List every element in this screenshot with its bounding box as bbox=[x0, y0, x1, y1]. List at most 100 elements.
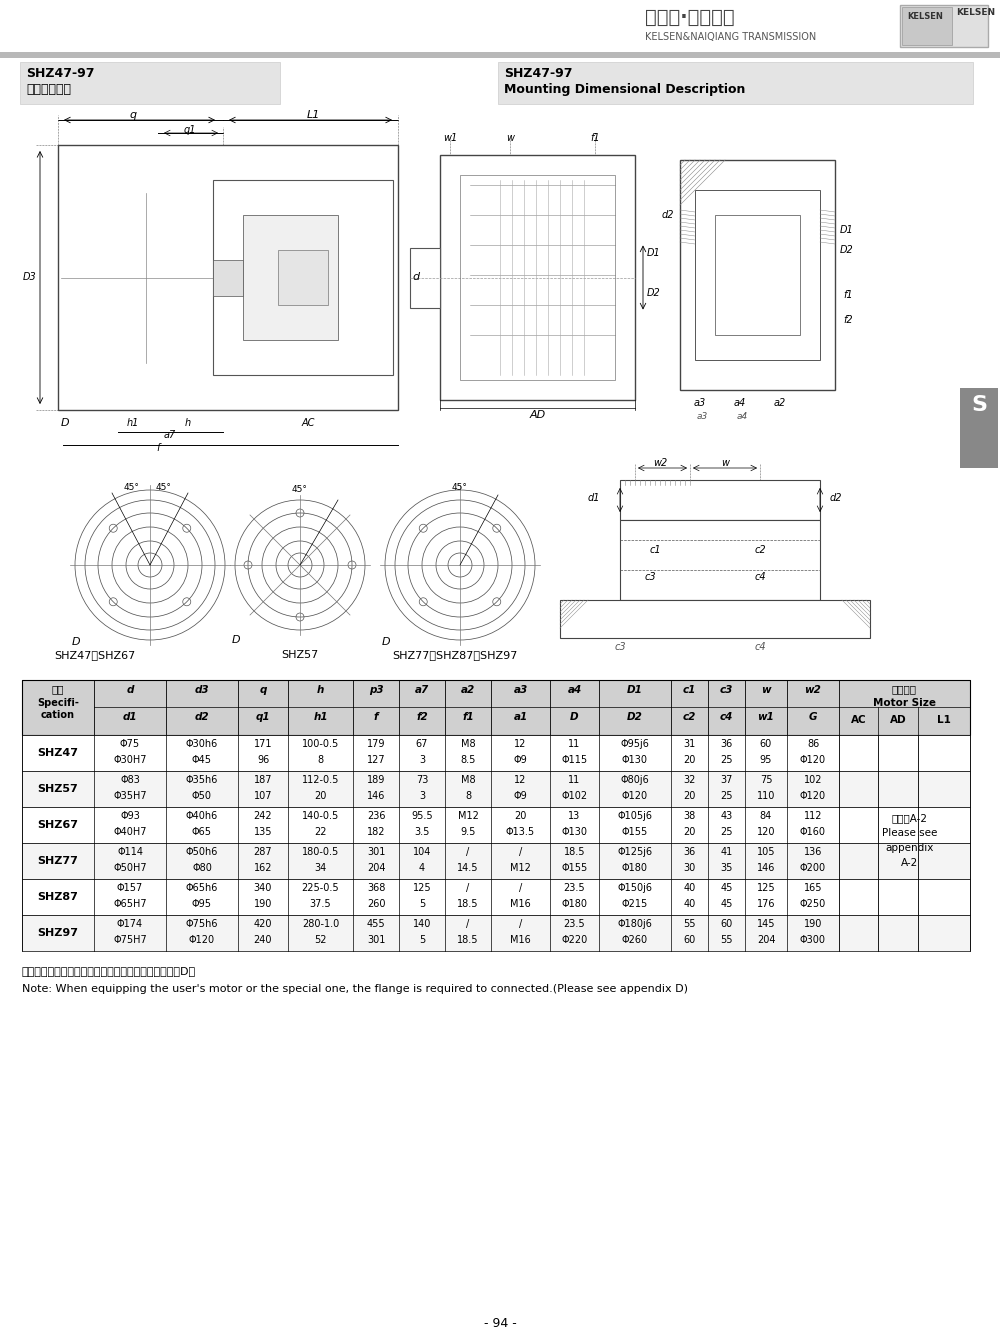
Text: 67: 67 bbox=[416, 739, 428, 749]
Text: 340: 340 bbox=[254, 883, 272, 892]
Bar bbox=[410, 247, 440, 307]
Text: a7: a7 bbox=[415, 684, 429, 695]
Text: a2: a2 bbox=[461, 684, 475, 695]
Text: Φ95: Φ95 bbox=[192, 899, 212, 909]
Bar bbox=[695, 191, 820, 360]
Bar bbox=[620, 480, 820, 519]
Text: 84: 84 bbox=[760, 811, 772, 821]
Text: 95: 95 bbox=[760, 756, 772, 765]
Text: w: w bbox=[761, 684, 771, 695]
Text: Φ75H7: Φ75H7 bbox=[113, 935, 147, 945]
Bar bbox=[58, 145, 398, 411]
Text: f2: f2 bbox=[843, 315, 853, 325]
Text: a3: a3 bbox=[696, 412, 708, 421]
Text: D1: D1 bbox=[627, 684, 643, 695]
Text: d3: d3 bbox=[195, 684, 209, 695]
Text: SHZ77、SHZ87、SHZ97: SHZ77、SHZ87、SHZ97 bbox=[392, 650, 518, 660]
Text: SHZ47-97: SHZ47-97 bbox=[26, 67, 94, 81]
Text: Φ95j6: Φ95j6 bbox=[621, 739, 649, 749]
Text: 120: 120 bbox=[757, 827, 775, 837]
Text: 165: 165 bbox=[804, 883, 822, 892]
Text: 140: 140 bbox=[413, 919, 431, 929]
Text: 40: 40 bbox=[683, 899, 696, 909]
Text: 204: 204 bbox=[757, 935, 775, 945]
Text: M16: M16 bbox=[510, 935, 531, 945]
Text: Φ9: Φ9 bbox=[514, 790, 527, 801]
Text: 182: 182 bbox=[367, 827, 385, 837]
Text: 36: 36 bbox=[683, 847, 696, 858]
Text: d2: d2 bbox=[195, 713, 209, 722]
Text: 23.5: 23.5 bbox=[564, 883, 585, 892]
Text: Φ114: Φ114 bbox=[117, 847, 143, 858]
Text: Φ102: Φ102 bbox=[561, 790, 588, 801]
Text: 11: 11 bbox=[568, 774, 581, 785]
Text: S: S bbox=[971, 395, 987, 415]
Text: Please see: Please see bbox=[882, 828, 937, 837]
Text: 34: 34 bbox=[314, 863, 327, 874]
Text: 190: 190 bbox=[804, 919, 822, 929]
Text: c2: c2 bbox=[683, 713, 696, 722]
Text: 146: 146 bbox=[757, 863, 775, 874]
Bar bbox=[460, 174, 615, 380]
Text: 45°: 45° bbox=[292, 484, 308, 494]
Text: 301: 301 bbox=[367, 847, 385, 858]
Bar bbox=[243, 215, 338, 340]
Text: 36: 36 bbox=[720, 739, 733, 749]
Text: 4: 4 bbox=[419, 863, 425, 874]
Text: 8.5: 8.5 bbox=[460, 756, 476, 765]
Text: 20: 20 bbox=[514, 811, 527, 821]
Text: 187: 187 bbox=[254, 774, 272, 785]
Text: a3: a3 bbox=[694, 399, 706, 408]
Text: 45: 45 bbox=[720, 899, 733, 909]
Text: M8: M8 bbox=[461, 739, 475, 749]
Bar bbox=[22, 879, 970, 915]
Text: D1: D1 bbox=[840, 225, 854, 235]
Text: c4: c4 bbox=[754, 641, 766, 652]
Text: Φ125j6: Φ125j6 bbox=[617, 847, 653, 858]
Text: w1: w1 bbox=[758, 713, 774, 722]
Text: c2: c2 bbox=[754, 545, 766, 556]
Text: q: q bbox=[259, 684, 267, 695]
Text: D: D bbox=[72, 637, 81, 647]
Text: M8: M8 bbox=[461, 774, 475, 785]
Text: a4: a4 bbox=[734, 399, 746, 408]
Text: 107: 107 bbox=[254, 790, 272, 801]
Text: AD: AD bbox=[529, 411, 546, 420]
Text: L1: L1 bbox=[937, 715, 951, 725]
Text: 176: 176 bbox=[757, 899, 775, 909]
Text: 455: 455 bbox=[367, 919, 385, 929]
Text: D: D bbox=[570, 713, 579, 722]
Text: f: f bbox=[374, 713, 378, 722]
Text: 242: 242 bbox=[254, 811, 272, 821]
Text: 41: 41 bbox=[720, 847, 733, 858]
Text: 12: 12 bbox=[514, 774, 527, 785]
Text: Φ120: Φ120 bbox=[189, 935, 215, 945]
Text: 8: 8 bbox=[465, 790, 471, 801]
Text: 40: 40 bbox=[683, 883, 696, 892]
Bar bbox=[440, 154, 635, 400]
Text: Φ174: Φ174 bbox=[117, 919, 143, 929]
Text: Note: When equipping the user's motor or the special one, the flange is required: Note: When equipping the user's motor or… bbox=[22, 984, 688, 994]
Bar bbox=[22, 772, 970, 807]
Text: 25: 25 bbox=[720, 756, 733, 765]
Text: 60: 60 bbox=[683, 935, 696, 945]
Text: 9.5: 9.5 bbox=[460, 827, 476, 837]
Text: f1: f1 bbox=[462, 713, 474, 722]
Text: KELSEN&NAIQIANG TRANSMISSION: KELSEN&NAIQIANG TRANSMISSION bbox=[645, 32, 816, 42]
Text: Φ180: Φ180 bbox=[622, 863, 648, 874]
Text: /: / bbox=[466, 919, 470, 929]
Text: 45°: 45° bbox=[156, 483, 172, 493]
Text: 95.5: 95.5 bbox=[411, 811, 433, 821]
Text: Motor Size: Motor Size bbox=[873, 698, 936, 709]
Text: d: d bbox=[126, 684, 134, 695]
Text: d1: d1 bbox=[123, 713, 137, 722]
Text: Φ40h6: Φ40h6 bbox=[186, 811, 218, 821]
Text: Φ93: Φ93 bbox=[120, 811, 140, 821]
Text: Φ65h6: Φ65h6 bbox=[186, 883, 218, 892]
Text: 236: 236 bbox=[367, 811, 385, 821]
Text: M12: M12 bbox=[458, 811, 478, 821]
Text: 18.5: 18.5 bbox=[457, 899, 479, 909]
Text: SHZ67: SHZ67 bbox=[38, 820, 78, 829]
Text: Φ260: Φ260 bbox=[622, 935, 648, 945]
Text: /: / bbox=[466, 883, 470, 892]
